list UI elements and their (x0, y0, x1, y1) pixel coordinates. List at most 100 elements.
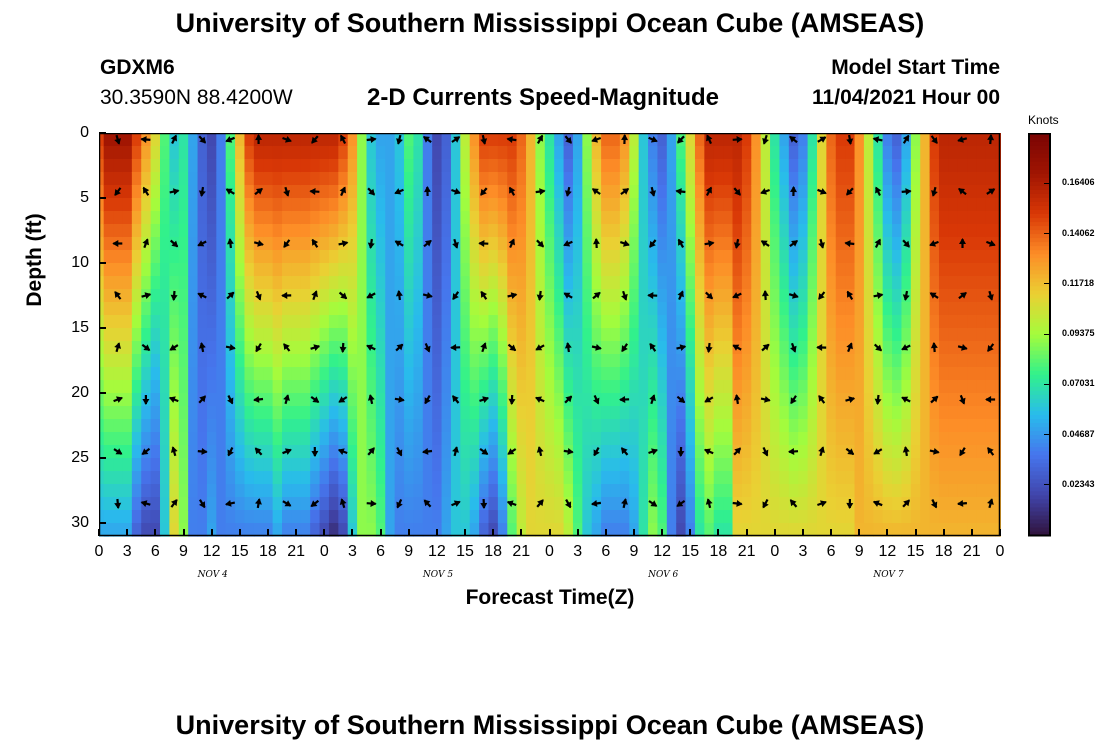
current-arrow (141, 447, 151, 456)
heatmap-cell (694, 484, 705, 498)
heatmap-cell (948, 315, 959, 329)
heatmap-cell (122, 224, 133, 238)
heatmap-cell (751, 484, 762, 498)
heatmap-cell (976, 315, 987, 329)
heatmap-cell (892, 523, 903, 537)
heatmap-cell (113, 302, 124, 316)
heatmap-cell (816, 432, 827, 446)
current-arrow (451, 500, 461, 507)
heatmap-cell (826, 250, 837, 264)
heatmap-cell (845, 432, 856, 446)
heatmap-cell (469, 328, 480, 342)
heatmap-cell (310, 354, 321, 368)
heatmap-cell (432, 250, 443, 264)
heatmap-cell (882, 432, 893, 446)
heatmap-cell (450, 198, 461, 212)
heatmap-cell (676, 276, 687, 290)
heatmap-cell (882, 146, 893, 160)
x-tick-mark (886, 529, 889, 536)
colorbar-segment (1029, 213, 1050, 219)
heatmap-cell (807, 419, 818, 433)
heatmap-cell (216, 198, 227, 212)
heatmap-cell (450, 211, 461, 225)
heatmap-cell (826, 289, 837, 303)
heatmap-cell (723, 484, 734, 498)
heatmap-cell (178, 432, 189, 446)
heatmap-cell (413, 289, 424, 303)
heatmap-cell (338, 172, 349, 186)
heatmap-cell (488, 263, 499, 277)
heatmap-cell (807, 445, 818, 459)
heatmap-cell (272, 328, 283, 342)
heatmap-cell (619, 159, 630, 173)
heatmap-cell (188, 445, 199, 459)
heatmap-cell (178, 276, 189, 290)
heatmap-cell (723, 146, 734, 160)
heatmap-cell (469, 315, 480, 329)
current-arrow (818, 238, 825, 249)
heatmap-cell (901, 367, 912, 381)
heatmap-cell (216, 172, 227, 186)
heatmap-cell (948, 224, 959, 238)
heatmap-cell (638, 250, 649, 264)
heatmap-cell (347, 263, 358, 277)
heatmap-cell (685, 406, 696, 420)
colorbar-segment (1029, 354, 1050, 359)
heatmap-cell (666, 471, 677, 485)
heatmap-cell (582, 289, 593, 303)
heatmap-cell (685, 328, 696, 342)
heatmap-cell (131, 185, 142, 199)
heatmap-cell (310, 458, 321, 472)
heatmap-cell (845, 315, 856, 329)
heatmap-cell (122, 458, 133, 472)
heatmap-cell (779, 159, 790, 173)
heatmap-cell (554, 354, 565, 368)
heatmap-cell (798, 406, 809, 420)
heatmap-cell (694, 367, 705, 381)
heatmap-cell (798, 458, 809, 472)
heatmap-cell (160, 172, 170, 186)
heatmap-cell (572, 250, 583, 264)
heatmap-cell (920, 289, 931, 303)
heatmap-cell (638, 341, 649, 355)
heatmap-cell (206, 276, 217, 290)
heatmap-cell (760, 354, 771, 368)
heatmap-cell (760, 172, 771, 186)
heatmap-cell (488, 510, 499, 524)
x-tick-mark (295, 529, 298, 536)
heatmap-cell (169, 198, 180, 212)
heatmap-cell (807, 302, 818, 316)
colorbar-segment (1029, 281, 1050, 287)
heatmap-cell (244, 185, 255, 199)
colorbar-segment (1029, 317, 1050, 323)
current-arrow (564, 135, 573, 144)
colorbar-segment (1029, 530, 1050, 536)
heatmap-cell (910, 341, 921, 355)
heatmap-cell (291, 484, 302, 498)
current-arrow (480, 290, 488, 300)
colorbar-segment (1029, 350, 1050, 355)
heatmap-cell (985, 276, 996, 290)
heatmap-cell (544, 445, 555, 459)
heatmap-cell (122, 380, 133, 394)
heatmap-cell (610, 133, 621, 147)
heatmap-cell (150, 185, 161, 199)
current-arrow (959, 238, 966, 248)
heatmap-cell (591, 380, 602, 394)
heatmap-cell (760, 432, 771, 446)
heatmap-cell (638, 458, 649, 472)
heatmap-cell (967, 471, 978, 485)
heatmap-cell (300, 276, 311, 290)
heatmap-cell (441, 289, 452, 303)
heatmap-cell (845, 484, 856, 498)
heatmap-cell (244, 380, 255, 394)
heatmap-cell (169, 224, 180, 238)
heatmap-cell (704, 276, 715, 290)
heatmap-cell (816, 276, 827, 290)
heatmap-cell (648, 523, 659, 537)
chart-title-repeat: University of Southern Mississippi Ocean… (175, 710, 925, 740)
heatmap-cell (741, 250, 752, 264)
heatmap-cell (910, 380, 921, 394)
heatmap-cell (244, 445, 255, 459)
heatmap-cell (488, 484, 499, 498)
